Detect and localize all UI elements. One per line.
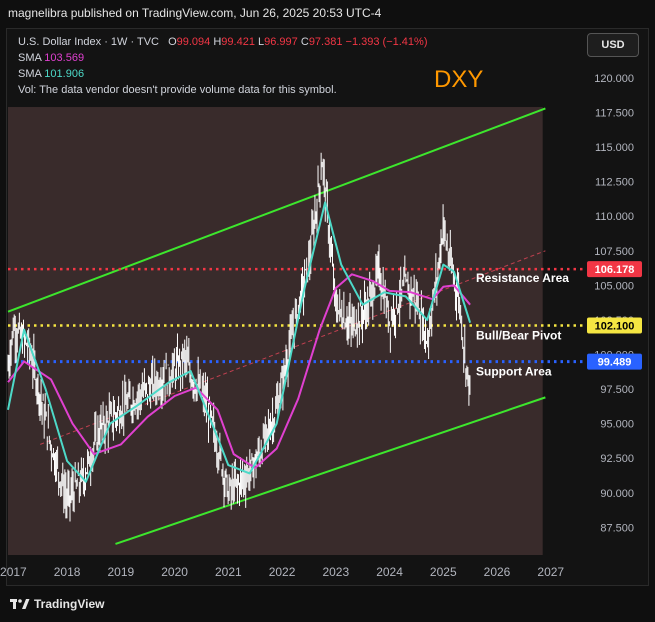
x-tick-label: 2021 [215,565,242,579]
legend-change: −1.393 (−1.41%) [345,36,428,48]
forecast-zone[interactable] [8,107,543,555]
legend-sma2-value: 101.906 [44,68,85,80]
tradingview-logo-icon [10,599,30,609]
legend-low: 96.997 [264,36,298,48]
y-tick-label: 92.500 [600,453,634,465]
legend-open-label: O [168,36,177,48]
legend-sma2-label: SMA [18,68,42,80]
y-tick-label: 95.000 [600,419,634,431]
x-tick-label: 2027 [537,565,564,579]
legend-ohlc-row: U.S. Dollar Index · 1W · TVC O99.094 H99… [18,34,427,50]
x-tick-label: 2024 [376,565,403,579]
sma-line-2[interactable] [7,201,472,483]
legend-close: 97.381 [308,36,343,48]
resistance-price-tag [587,261,642,278]
chart-legend: U.S. Dollar Index · 1W · TVC O99.094 H99… [18,34,427,98]
pivot-label: Bull/Bear Pivot [476,328,561,342]
legend-close-label: C [300,36,309,48]
legend-sma1-value: 103.569 [44,52,85,64]
legend-sma1-row[interactable]: SMA 103.569 [18,50,427,66]
y-tick-label: 120.000 [594,73,634,85]
legend-high: 99.421 [221,36,255,48]
currency-button[interactable]: USD [587,33,639,57]
channel-midline[interactable] [40,250,546,445]
legend-sma2-row[interactable]: SMA 101.906 [18,66,427,82]
legend-low-label: L [258,36,265,48]
footer-brand: TradingView [34,597,105,611]
legend-symbol: U.S. Dollar Index · 1W · TVC [18,36,159,48]
y-tick-label: 112.500 [595,177,634,189]
x-tick-label: 2020 [161,565,188,579]
sma-line-1[interactable] [7,273,471,469]
legend-high-label: H [213,36,222,48]
x-tick-label: 2023 [322,565,349,579]
y-tick-label: 115.000 [595,142,634,154]
support-price-value: 99.489 [598,357,632,369]
pivot-price-tag [587,317,642,334]
legend-volume-note: Vol: The data vendor doesn't provide vol… [18,84,337,96]
y-tick-label: 107.500 [594,246,634,258]
x-tick-label: 2026 [484,565,511,579]
x-tick-label: 2019 [107,565,134,579]
y-tick-label: 110.000 [595,211,634,223]
resistance-label: Resistance Area [476,271,569,285]
x-tick-label: 2022 [269,565,296,579]
y-tick-label: 105.000 [594,280,634,292]
x-tick-label: 2018 [54,565,81,579]
y-tick-label: 90.000 [600,488,634,500]
resistance-price-value: 106.178 [595,264,635,276]
y-tick-label: 87.500 [600,522,634,534]
legend-open: 99.094 [176,36,211,48]
chart-title: DXY [434,66,483,93]
x-tick-label: 2025 [430,565,457,579]
legend-sma1-label: SMA [18,52,42,64]
pivot-price-value: 102.100 [595,320,635,332]
x-tick-label: 2017 [0,565,27,579]
support-price-tag [587,353,642,370]
y-tick-label: 117.500 [595,108,634,120]
y-tick-label: 97.500 [600,384,634,396]
publish-header: magnelibra published on TradingView.com,… [8,6,382,20]
footer: TradingView [10,597,104,611]
channel-lower-line[interactable] [115,396,546,545]
support-label: Support Area [476,365,552,379]
channel-upper-line[interactable] [7,107,546,313]
